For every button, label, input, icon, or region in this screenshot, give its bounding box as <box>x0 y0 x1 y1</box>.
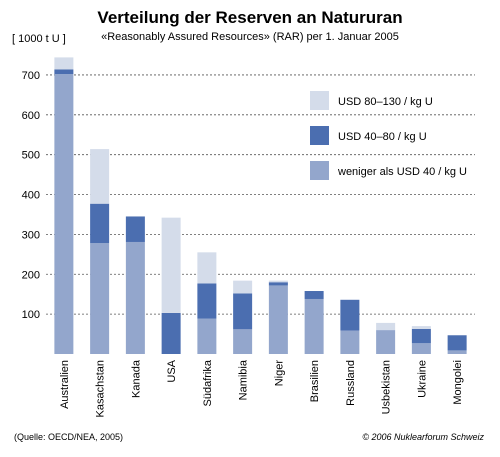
bar-segment <box>233 329 253 354</box>
x-tick-label: Australien <box>59 360 71 409</box>
bar-segment <box>54 69 74 75</box>
bar-segment <box>376 322 396 331</box>
x-tick-label: Niger <box>273 360 285 387</box>
bar-segment <box>90 149 110 204</box>
source-note: (Quelle: OECD/NEA, 2005) <box>14 432 124 442</box>
x-tick-label: Ukraine <box>416 360 428 398</box>
bar-segment <box>125 241 145 354</box>
chart-subtitle: «Reasonably Assured Resources» (RAR) per… <box>101 31 399 43</box>
bar-segment <box>340 330 360 354</box>
bar-segment <box>411 328 431 344</box>
bar-segment <box>161 217 181 313</box>
legend-swatch <box>310 126 329 145</box>
bar-segment <box>304 291 324 299</box>
copyright-note: © 2006 Nuklearforum Schweiz <box>362 432 484 442</box>
bar-segment <box>447 335 467 351</box>
y-tick-label: 600 <box>22 110 40 122</box>
bar-segment <box>268 282 288 286</box>
x-tick-label: Namibia <box>238 359 250 400</box>
bar-segment <box>340 299 360 331</box>
bar-segment <box>411 326 431 329</box>
legend-label: USD 80–130 / kg U <box>338 96 433 108</box>
bar-segment <box>161 312 181 354</box>
legend-swatch <box>310 161 329 180</box>
y-tick-label: 300 <box>22 229 40 241</box>
legend-label: USD 40–80 / kg U <box>338 131 427 143</box>
bar-segment <box>125 216 145 242</box>
y-tick-label: 200 <box>22 269 40 281</box>
x-tick-label: Usbekistan <box>381 360 393 414</box>
y-axis-unit-label: [ 1000 t U ] <box>12 33 66 45</box>
y-tick-label: 700 <box>22 70 40 82</box>
bar-segment <box>304 298 324 354</box>
bar-segment <box>54 74 74 355</box>
bar-segment <box>90 243 110 354</box>
bar-segment <box>197 252 217 284</box>
y-tick-label: 500 <box>22 150 40 162</box>
x-tick-label: Kanada <box>130 359 142 398</box>
bar-segment <box>54 57 74 70</box>
legend-swatch <box>310 91 329 110</box>
bar-segment <box>268 280 288 283</box>
x-tick-label: Brasilien <box>309 360 321 402</box>
bar-segment <box>90 203 110 244</box>
bar-segment <box>233 293 253 330</box>
bar-segment <box>376 330 396 354</box>
y-tick-label: 400 <box>22 190 40 202</box>
y-tick-label: 100 <box>22 309 40 321</box>
x-tick-label: Russland <box>345 360 357 406</box>
bar-segment <box>197 283 217 319</box>
bar-segment <box>233 280 253 294</box>
bar-segment <box>411 343 431 354</box>
chart-title: Verteilung der Reserven an Natururan <box>97 8 403 27</box>
x-tick-label: Südafrika <box>202 359 214 406</box>
bar-segment <box>447 350 467 354</box>
x-tick-label: Mongolei <box>452 360 464 405</box>
legend-label: weniger als USD 40 / kg U <box>337 166 467 178</box>
x-tick-label: Kasachstan <box>95 360 107 417</box>
x-tick-label: USA <box>166 359 178 382</box>
bar-segment <box>197 318 217 354</box>
bar-segment <box>268 285 288 354</box>
